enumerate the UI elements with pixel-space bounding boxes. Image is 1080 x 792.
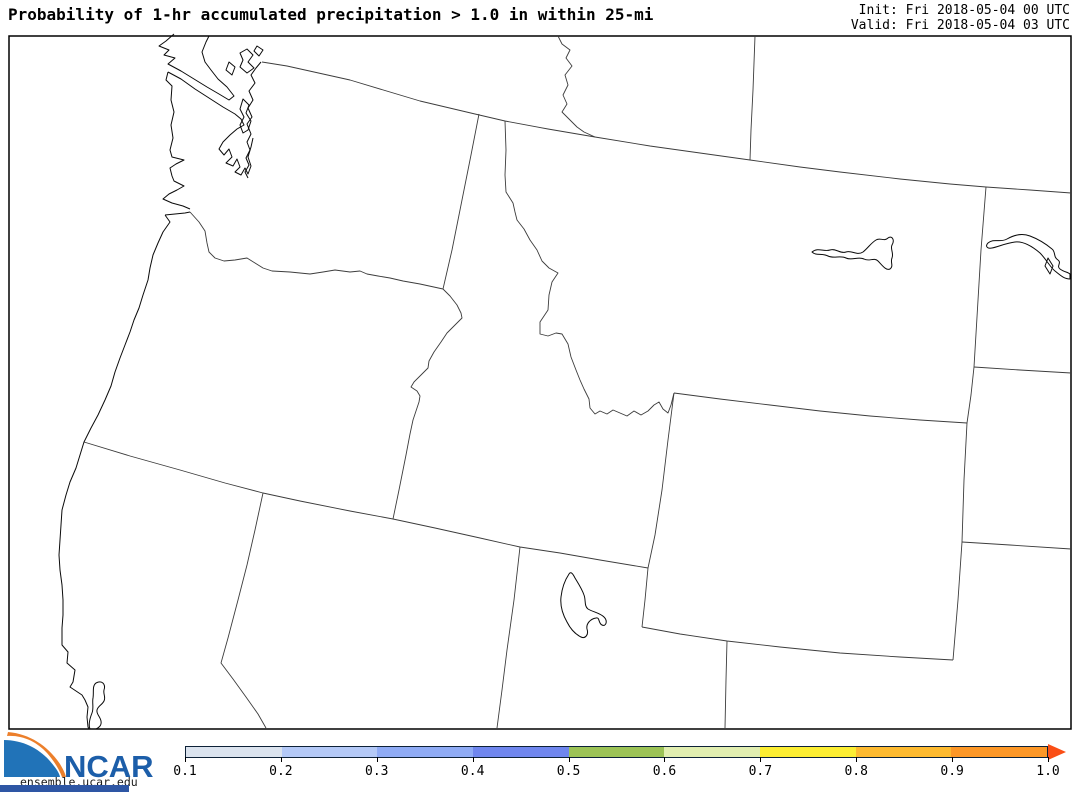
colorbar-tick <box>1048 757 1049 762</box>
us-canada-border <box>261 61 1072 194</box>
colorbar-segment <box>568 747 665 757</box>
alberta-saskatchewan-border <box>749 35 756 161</box>
colorbar-arrow <box>1048 744 1066 760</box>
colorbar-tick-label: 0.5 <box>556 764 581 779</box>
colorbar-tick-label: 0.2 <box>269 764 293 779</box>
colorbar-tick-label: 0.7 <box>748 764 773 779</box>
oregon-idaho-border <box>392 288 463 520</box>
colorbar-segment <box>951 747 1048 757</box>
utah-colorado-border <box>724 640 728 729</box>
logo-swoosh-blue <box>4 740 60 777</box>
clear-lake <box>88 681 106 730</box>
colorbar-tick-label: 0.8 <box>844 764 868 779</box>
colorbar-segment <box>855 747 952 757</box>
bc-alberta-border <box>557 35 596 138</box>
valid-time-label: Valid: Fri 2018-05-04 03 UTC <box>850 18 1070 33</box>
colorbar-segment <box>760 747 856 757</box>
colorbar-tick-label: 1.0 <box>1036 764 1060 779</box>
colorbar-tick <box>280 757 282 762</box>
wyoming-west-border <box>641 392 675 628</box>
lake-sakakawea <box>986 234 1071 280</box>
map-frame <box>8 35 1072 730</box>
canada-borders <box>261 35 1072 194</box>
colorbar-tick <box>376 757 378 762</box>
colorbar-tick-label: 0.9 <box>940 764 964 779</box>
colorbar-tick-label: 0.1 <box>173 764 197 779</box>
colorbar-tick <box>760 757 762 762</box>
fort-peck-lake <box>811 236 894 270</box>
colorbar-segment <box>377 747 474 757</box>
puget-sound-east-shore <box>244 61 262 179</box>
nevada-utah-border <box>496 546 521 729</box>
42n-state-line <box>83 441 649 569</box>
idaho-montana-border <box>504 120 675 417</box>
washington-idaho-border <box>442 113 480 290</box>
page-title: Probability of 1-hr accumulated precipit… <box>8 5 654 24</box>
state-borders <box>83 113 1072 729</box>
whidbey-island <box>239 98 252 134</box>
wyoming-south-border <box>641 626 954 661</box>
colorbar-segment <box>473 747 569 757</box>
vancouver-island <box>158 33 235 101</box>
pacific-coastline <box>162 71 191 210</box>
california-nevada-border <box>220 492 267 729</box>
logo-text: NCAR <box>64 749 154 784</box>
colorbar-segment <box>281 747 378 757</box>
colorbar-tick <box>185 757 186 762</box>
colorbar-segment <box>186 747 282 757</box>
north-south-dakota-border <box>973 366 1072 374</box>
montana-dakotas-border <box>966 186 987 424</box>
colorbar-tick <box>664 757 666 762</box>
init-time-label: Init: Fri 2018-05-04 00 UTC <box>858 3 1070 18</box>
ncar-logo: NCAR <box>4 732 154 784</box>
lakes <box>88 234 1071 730</box>
colorbar-tick <box>856 757 858 762</box>
san-juan-islands <box>225 45 264 76</box>
puget-sound <box>167 71 254 176</box>
wyoming-north-border <box>673 392 968 424</box>
logo-blue-bar <box>0 785 129 792</box>
timestamp-block: Init: Fri 2018-05-04 00 UTC Valid: Fri 2… <box>851 3 1070 33</box>
colorbar-tick-label: 0.4 <box>460 764 485 779</box>
colorbar-tick-label: 0.6 <box>652 764 677 779</box>
wyoming-east-border <box>952 422 968 661</box>
colorbar-tick-label: 0.3 <box>365 764 389 779</box>
colorbar-labels: 0.1 0.2 0.3 0.4 0.5 0.6 0.7 0.8 0.9 1.0 <box>173 757 1060 783</box>
washington-oregon-border <box>189 211 444 290</box>
colorbar-tick <box>952 757 954 762</box>
coastlines <box>58 33 264 730</box>
great-salt-lake <box>560 572 607 638</box>
colorbar-track <box>185 746 1048 758</box>
colorbar-tick <box>568 757 570 762</box>
colorbar-tick <box>472 757 474 762</box>
south-dakota-nebraska-border <box>961 541 1072 550</box>
oregon-california-coastline <box>58 211 191 730</box>
colorbar-segment <box>664 747 761 757</box>
